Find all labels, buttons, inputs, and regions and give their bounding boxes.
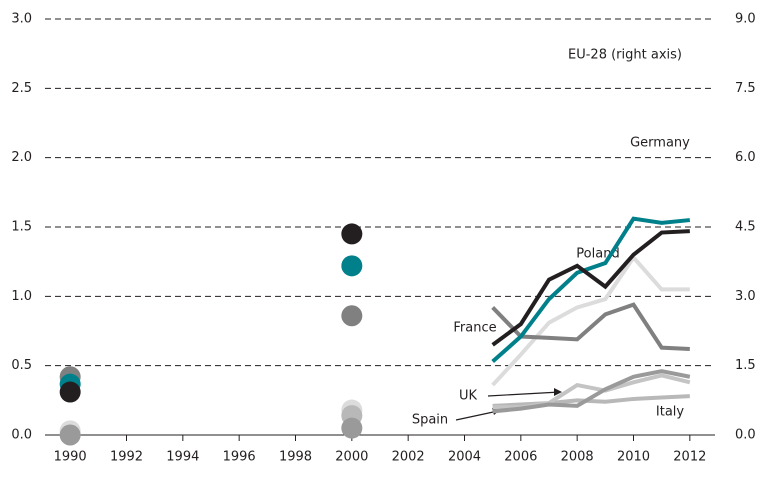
- y2-tick-label: 6.0: [735, 150, 756, 165]
- line: [491, 216, 691, 364]
- y2-tick-label: 7.5: [735, 81, 756, 96]
- x-tick-label: 1992: [110, 450, 143, 465]
- x-tick-label: 2000: [335, 450, 368, 465]
- x-tick-label: 2006: [504, 450, 537, 465]
- x-tick-label: 2010: [617, 450, 650, 465]
- point: [341, 223, 363, 245]
- point: [341, 255, 363, 277]
- x-tick-label: 1990: [54, 450, 87, 465]
- y2-tick-label: 9.0: [735, 12, 756, 27]
- x-tick-label: 2002: [392, 450, 425, 465]
- x-tick-label: 2008: [561, 450, 594, 465]
- spain-arrow: [455, 410, 499, 421]
- series-label: EU-28 (right axis): [568, 48, 682, 63]
- y-tick-label: 2.5: [11, 81, 32, 96]
- uk-arrow: [487, 391, 561, 397]
- uk-arrow-head: [554, 388, 562, 396]
- point: [59, 424, 81, 446]
- line: [491, 254, 690, 387]
- y2-tick-label: 1.5: [735, 358, 756, 373]
- series-label: UK: [459, 389, 478, 404]
- y2-tick-label: 0.0: [735, 428, 756, 443]
- x-tick-label: 2004: [448, 450, 481, 465]
- y-tick-label: 1.5: [11, 220, 32, 235]
- x-tick-label: 2012: [673, 450, 706, 465]
- series-label: Germany: [630, 136, 690, 151]
- series-label: Italy: [656, 405, 685, 420]
- y-tick-label: 1.0: [11, 289, 32, 304]
- y-tick-label: 2.0: [11, 150, 32, 165]
- line: [492, 369, 691, 414]
- y-tick-label: 3.0: [11, 12, 32, 27]
- x-tick-label: 1994: [166, 450, 199, 465]
- y2-tick-label: 4.5: [735, 220, 756, 235]
- point: [341, 305, 363, 327]
- point: [341, 417, 363, 439]
- series-label: France: [453, 321, 496, 336]
- line: [491, 229, 690, 347]
- line: [491, 302, 690, 352]
- y2-tick-label: 3.0: [735, 289, 756, 304]
- y-tick-label: 0.5: [11, 358, 32, 373]
- y-tick-label: 0.0: [11, 428, 32, 443]
- x-tick-label: 1996: [223, 450, 256, 465]
- line: [492, 394, 690, 408]
- point: [59, 381, 81, 403]
- x-tick-label: 1998: [279, 450, 312, 465]
- series-label: Spain: [412, 413, 448, 428]
